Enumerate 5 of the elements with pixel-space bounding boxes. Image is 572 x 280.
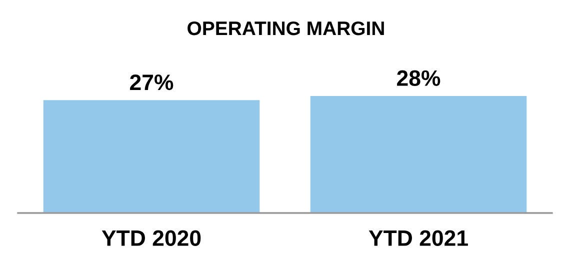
data-label: 27% — [130, 74, 174, 90]
x-tick-label: YTD 2021 — [368, 230, 468, 246]
chart-title: OPERATING MARGIN — [188, 21, 384, 36]
x-tick-label: YTD 2020 — [102, 230, 201, 246]
data-label: 28% — [397, 70, 440, 86]
